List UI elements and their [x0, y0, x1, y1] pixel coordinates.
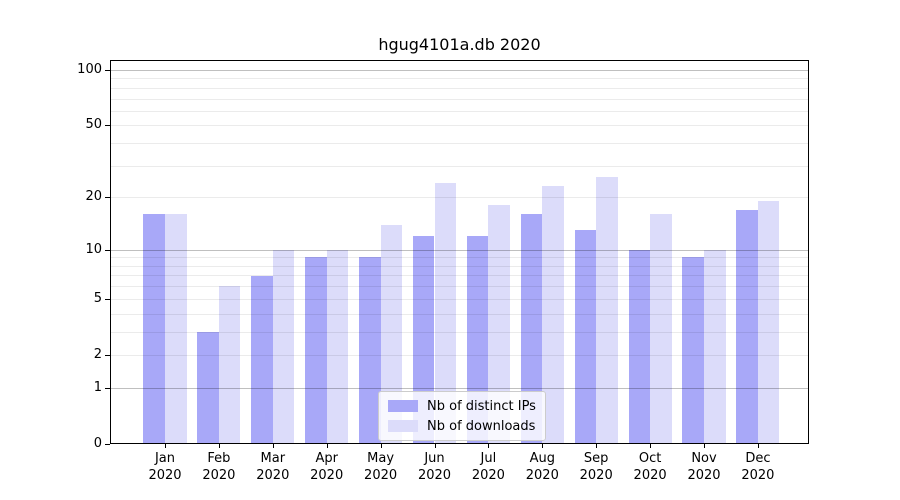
gridline-minor-9	[110, 257, 809, 259]
bar-downloads-nov	[704, 249, 726, 444]
legend-entry-downloads: Nb of downloads	[388, 416, 536, 436]
bar-distinct-ips-dec	[736, 209, 758, 444]
gridline-minor-4	[110, 313, 809, 315]
x-tick-label-may: May 2020	[364, 451, 398, 483]
gridline-minor-5	[110, 298, 809, 300]
gridline-minor-50	[110, 125, 809, 127]
x-tick-feb	[219, 444, 220, 448]
bar-distinct-ips-apr	[305, 257, 327, 444]
gridline-minor-60	[110, 110, 809, 112]
x-tick-sep	[596, 444, 597, 448]
x-tick-label-jun: Jun 2020	[417, 451, 452, 483]
chart-title: hgug4101a.db 2020	[378, 35, 541, 54]
y-tick-20	[105, 197, 110, 198]
x-tick-jul	[488, 444, 489, 448]
y-tick-0	[105, 444, 110, 445]
y-tick-50	[105, 125, 110, 126]
x-tick-label-feb: Feb 2020	[202, 451, 236, 483]
x-tick-nov	[704, 444, 705, 448]
y-tick-label-0: 0	[93, 436, 102, 451]
bar-downloads-apr	[326, 249, 349, 444]
bar-distinct-ips-sep	[574, 230, 597, 444]
x-tick-mar	[273, 444, 274, 448]
bar-downloads-sep	[596, 176, 618, 444]
y-tick-label-5: 5	[93, 290, 102, 306]
y-tick-label-1: 1	[93, 379, 102, 395]
gridline-minor-3	[110, 331, 809, 333]
bar-downloads-feb	[218, 286, 241, 444]
x-tick-jun	[435, 444, 436, 448]
x-tick-label-dec: Dec 2020	[741, 451, 775, 483]
legend-swatch-distinct-ips	[388, 400, 418, 412]
gridline-minor-20	[110, 197, 809, 199]
legend-label-downloads: Nb of downloads	[427, 418, 536, 434]
gridline-minor-30	[110, 165, 809, 167]
bar-distinct-ips-mar	[251, 275, 273, 444]
gridline-minor-90	[110, 78, 809, 80]
legend-entry-distinct-ips: Nb of distinct IPs	[388, 396, 536, 416]
bar-downloads-mar	[272, 249, 295, 444]
bar-distinct-ips-feb	[197, 331, 219, 444]
y-tick-2	[105, 355, 110, 356]
plot-area	[110, 60, 809, 444]
gridline-minor-70	[110, 98, 809, 100]
gridline-minor-80	[110, 87, 809, 89]
x-tick-label-sep: Sep 2020	[579, 451, 613, 483]
x-tick-label-mar: Mar 2020	[256, 451, 290, 483]
bar-distinct-ips-nov	[682, 257, 704, 444]
x-tick-label-jul: Jul 2020	[471, 451, 505, 483]
bar-distinct-ips-may	[359, 257, 381, 444]
x-tick-may	[381, 444, 382, 448]
gridline-minor-6	[110, 286, 809, 288]
legend: Nb of distinct IPs Nb of downloads	[378, 391, 546, 441]
gridline-major-10	[110, 249, 809, 251]
bar-downloads-jun	[434, 183, 457, 444]
legend-label-distinct-ips: Nb of distinct IPs	[427, 398, 536, 414]
bar-downloads-jan	[165, 214, 187, 444]
x-tick-aug	[542, 444, 543, 448]
x-tick-label-nov: Nov 2020	[687, 451, 721, 483]
y-tick-1	[105, 388, 110, 389]
gridline-major-1	[110, 387, 809, 389]
bar-downloads-oct	[650, 214, 672, 444]
y-tick-label-100: 100	[77, 62, 102, 77]
gridline-minor-40	[110, 143, 809, 145]
y-tick-label-20: 20	[85, 189, 102, 205]
y-tick-100	[105, 70, 110, 71]
x-tick-oct	[650, 444, 651, 448]
gridline-minor-8	[110, 265, 809, 267]
x-tick-label-jan: Jan 2020	[148, 451, 182, 483]
y-tick-label-50: 50	[85, 117, 102, 133]
bar-distinct-ips-oct	[628, 249, 651, 444]
bar-downloads-may	[380, 224, 403, 444]
gridline-major-100	[110, 70, 809, 71]
x-tick-label-apr: Apr 2020	[310, 451, 344, 483]
legend-swatch-downloads	[388, 420, 418, 432]
bar-distinct-ips-aug	[520, 214, 543, 444]
gridline-minor-7	[110, 275, 809, 277]
y-tick-5	[105, 299, 110, 300]
x-tick-dec	[758, 444, 759, 448]
bar-downloads-aug	[542, 186, 564, 444]
gridline-minor-2	[110, 354, 809, 356]
bar-downloads-dec	[757, 201, 780, 444]
y-tick-10	[105, 250, 110, 251]
y-tick-label-2: 2	[93, 346, 102, 362]
bar-distinct-ips-jan	[143, 214, 165, 444]
x-tick-label-oct: Oct 2020	[633, 451, 667, 483]
x-tick-label-aug: Aug 2020	[525, 451, 559, 483]
x-tick-jan	[165, 444, 166, 448]
bar-downloads-jul	[488, 205, 510, 444]
x-tick-apr	[327, 444, 328, 448]
y-tick-label-10: 10	[85, 241, 102, 257]
